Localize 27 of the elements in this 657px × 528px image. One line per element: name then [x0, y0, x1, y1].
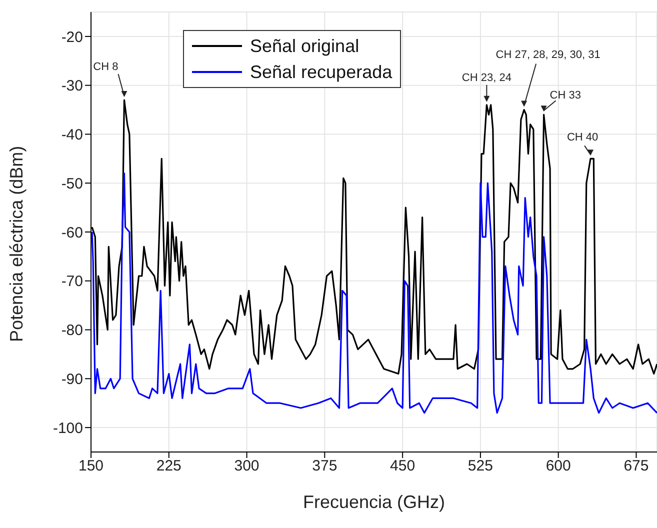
- x-tick-label: 675: [624, 458, 649, 475]
- x-tick-label: 525: [468, 458, 493, 475]
- x-axis-title: Frecuencia (GHz): [302, 492, 446, 512]
- y-tick-label: -50: [61, 175, 83, 192]
- line-series: [91, 172, 657, 414]
- x-tick-label: 450: [390, 458, 416, 475]
- y-tick-label: -20: [61, 28, 83, 46]
- x-tick-label: 375: [312, 458, 338, 475]
- y-tick-label: -100: [52, 420, 83, 437]
- y-tick-label: -30: [61, 78, 83, 95]
- annotation: CH 27, 28, 29, 30, 31: [496, 48, 600, 61]
- x-tick-label: 225: [156, 458, 182, 475]
- x-tick-label: 300: [234, 458, 260, 475]
- legend-label: Señal original: [250, 36, 360, 56]
- x-tick-label: 150: [78, 458, 104, 475]
- y-axis-title: Potencia eléctrica (dBm): [6, 146, 26, 342]
- y-tick-label: -80: [61, 322, 83, 340]
- annotation: CH 40: [566, 132, 598, 144]
- annotation: CH 8: [93, 61, 118, 73]
- annotation: CH 23, 24: [462, 72, 512, 84]
- y-tick-label: -40: [61, 126, 83, 144]
- x-tick-label: 600: [546, 458, 571, 475]
- legend-label: Señal recuperada: [250, 62, 392, 82]
- annotation: CH 33: [550, 90, 581, 102]
- y-tick-label: -70: [61, 273, 83, 290]
- y-tick-label: -60: [61, 224, 83, 242]
- y-tick-label: -90: [61, 370, 83, 388]
